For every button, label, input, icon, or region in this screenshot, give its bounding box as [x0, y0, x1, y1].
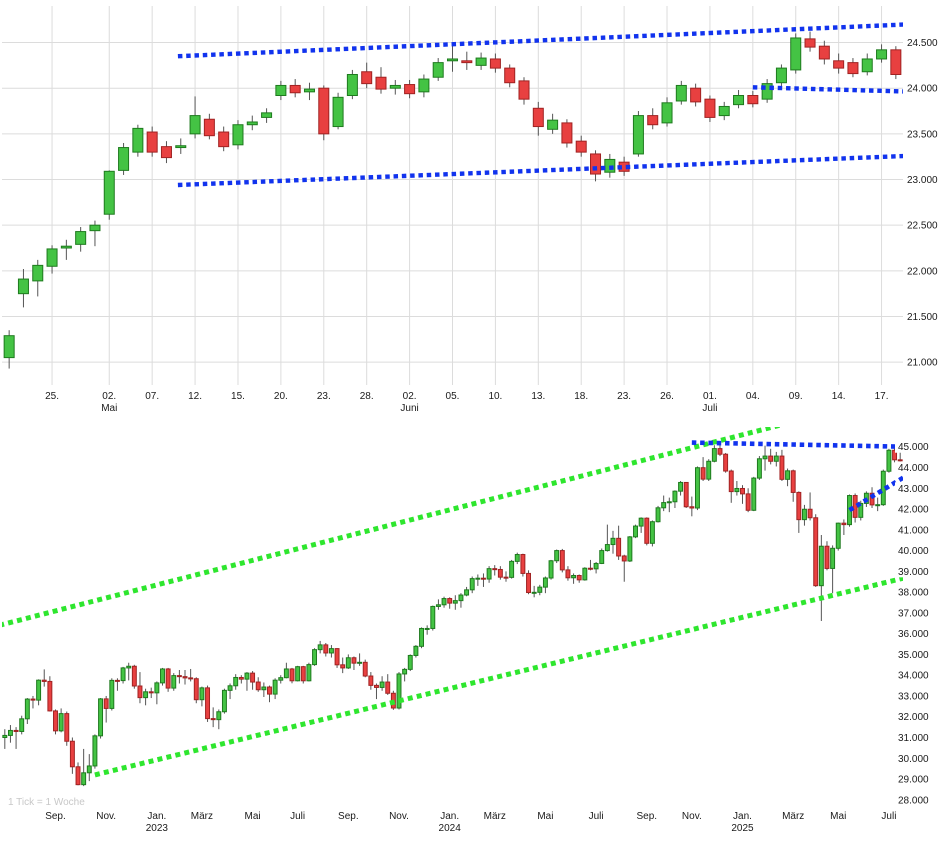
svg-text:Juli: Juli — [702, 403, 717, 414]
svg-text:23.: 23. — [317, 391, 331, 402]
svg-text:2024: 2024 — [439, 823, 462, 834]
svg-text:09.: 09. — [789, 391, 803, 402]
svg-text:23.: 23. — [617, 391, 631, 402]
svg-text:30.000: 30.000 — [898, 754, 929, 765]
svg-text:Nov.: Nov. — [682, 811, 702, 822]
weekly-candlestick-chart: 45.000 44.000 43.000 42.000 41.000 40.000 39.0… — [2, 427, 941, 834]
svg-text:22.000: 22.000 — [907, 266, 938, 277]
svg-text:28.000: 28.000 — [898, 795, 929, 806]
svg-text:März: März — [191, 811, 213, 822]
svg-text:Sep.: Sep. — [636, 811, 657, 822]
svg-text:04.: 04. — [746, 391, 760, 402]
svg-text:41.000: 41.000 — [898, 525, 929, 536]
svg-text:2025: 2025 — [731, 823, 754, 834]
svg-text:44.000: 44.000 — [898, 463, 929, 474]
svg-text:42.000: 42.000 — [898, 505, 929, 516]
svg-text:45.000: 45.000 — [898, 442, 929, 453]
svg-text:34.000: 34.000 — [898, 671, 929, 682]
svg-text:32.000: 32.000 — [898, 712, 929, 723]
svg-text:Jan.: Jan. — [440, 811, 459, 822]
svg-text:Nov.: Nov. — [389, 811, 409, 822]
svg-text:März: März — [782, 811, 804, 822]
svg-text:20.: 20. — [274, 391, 288, 402]
daily-candlestick-chart: 24.500 24.000 23.500 23.000 22.500 22.000 21.5… — [2, 6, 938, 414]
svg-text:24.000: 24.000 — [907, 84, 938, 95]
svg-text:28.: 28. — [360, 391, 374, 402]
svg-text:Nov.: Nov. — [96, 811, 116, 822]
svg-text:Juli: Juli — [881, 811, 896, 822]
svg-text:40.000: 40.000 — [898, 546, 929, 557]
svg-text:38.000: 38.000 — [898, 588, 929, 599]
svg-text:21.500: 21.500 — [907, 312, 938, 323]
svg-text:Juli: Juli — [290, 811, 305, 822]
svg-text:2023: 2023 — [146, 823, 169, 834]
svg-text:10.: 10. — [488, 391, 502, 402]
svg-text:März: März — [484, 811, 506, 822]
svg-text:05.: 05. — [446, 391, 460, 402]
svg-text:29.000: 29.000 — [898, 775, 929, 786]
svg-text:12.: 12. — [188, 391, 202, 402]
svg-text:26.: 26. — [660, 391, 674, 402]
svg-text:15.: 15. — [231, 391, 245, 402]
svg-text:Jan.: Jan. — [147, 811, 166, 822]
svg-text:Mai: Mai — [537, 811, 553, 822]
svg-text:01.: 01. — [703, 391, 717, 402]
svg-text:07.: 07. — [145, 391, 159, 402]
svg-text:02.: 02. — [403, 391, 417, 402]
svg-text:35.000: 35.000 — [898, 650, 929, 661]
svg-text:Juni: Juni — [400, 403, 418, 414]
svg-text:17.: 17. — [875, 391, 889, 402]
svg-text:33.000: 33.000 — [898, 691, 929, 702]
svg-text:43.000: 43.000 — [898, 484, 929, 495]
svg-text:21.000: 21.000 — [907, 358, 938, 369]
svg-text:Sep.: Sep. — [338, 811, 359, 822]
svg-text:Mai: Mai — [245, 811, 261, 822]
svg-text:25.: 25. — [45, 391, 59, 402]
svg-text:36.000: 36.000 — [898, 629, 929, 640]
tick-interval-footnote: 1 Tick = 1 Woche — [8, 797, 85, 808]
svg-text:39.000: 39.000 — [898, 567, 929, 578]
svg-text:Juli: Juli — [589, 811, 604, 822]
svg-text:18.: 18. — [574, 391, 588, 402]
svg-text:23.500: 23.500 — [907, 129, 938, 140]
svg-text:14.: 14. — [832, 391, 846, 402]
svg-text:Mai: Mai — [830, 811, 846, 822]
svg-text:31.000: 31.000 — [898, 733, 929, 744]
svg-text:Jan.: Jan. — [733, 811, 752, 822]
svg-text:02.: 02. — [102, 391, 116, 402]
svg-text:23.000: 23.000 — [907, 175, 938, 186]
svg-text:24.500: 24.500 — [907, 38, 938, 49]
svg-text:Mai: Mai — [101, 403, 117, 414]
svg-text:22.500: 22.500 — [907, 221, 938, 232]
svg-text:Sep.: Sep. — [45, 811, 66, 822]
svg-text:13.: 13. — [531, 391, 545, 402]
svg-text:37.000: 37.000 — [898, 608, 929, 619]
